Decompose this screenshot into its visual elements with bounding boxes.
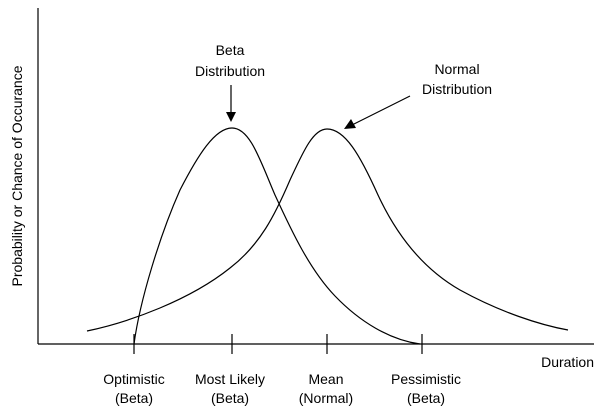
tick-label-line2: (Beta) [407, 390, 445, 406]
y-axis-label: Probability or Chance of Occurance [9, 65, 25, 286]
tick-label-line2: (Beta) [211, 390, 249, 406]
beta-arrow-head [226, 112, 236, 122]
tick-label-optimistic: Optimistic (Beta) [103, 371, 164, 406]
normal-callout-line1: Normal [434, 61, 479, 77]
tick-label-pessimistic: Pessimistic (Beta) [391, 371, 461, 406]
tick-label-line1: Optimistic [103, 371, 164, 387]
normal-callout-line2: Distribution [422, 81, 492, 97]
beta-callout-line1: Beta [216, 42, 245, 58]
normal-arrow-shaft [351, 95, 411, 126]
beta-callout-line2: Distribution [195, 63, 265, 79]
tick-label-line1: Mean [308, 371, 343, 387]
normal-distribution-curve [86, 128, 569, 332]
tick-label-most-likely: Most Likely (Beta) [195, 371, 265, 406]
tick-label-line2: (Normal) [299, 390, 353, 406]
tick-label-line2: (Beta) [115, 390, 153, 406]
tick-label-mean: Mean (Normal) [299, 371, 353, 406]
tick-label-line1: Most Likely [195, 371, 265, 387]
normal-callout: Normal Distribution [344, 61, 492, 129]
normal-arrow-head [344, 119, 356, 129]
beta-distribution-curve [133, 127, 421, 345]
x-axis-label: Duration [541, 354, 594, 370]
tick-label-line1: Pessimistic [391, 371, 461, 387]
beta-callout: Beta Distribution [195, 42, 265, 122]
